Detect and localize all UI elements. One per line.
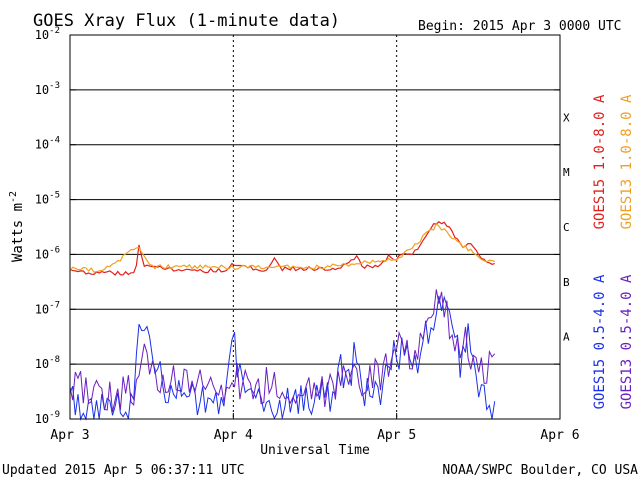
y-axis-label-text: Watts m bbox=[10, 203, 26, 262]
x-axis-label: Universal Time bbox=[260, 443, 370, 458]
y-tick-label: 10-7 bbox=[35, 300, 60, 316]
legend-entry: GOES15 1.0-8.0 A bbox=[592, 94, 608, 229]
legend-entry: GOES15 0.5-4.0 A bbox=[592, 274, 608, 409]
y-tick-label: 10-8 bbox=[35, 355, 60, 371]
y-tick-base: 10 bbox=[35, 302, 49, 316]
series-line bbox=[69, 289, 496, 413]
y-tick-label: 10-6 bbox=[35, 245, 60, 261]
y-tick-base: 10 bbox=[35, 28, 49, 42]
series-line bbox=[69, 221, 495, 276]
flare-class-label: M bbox=[563, 166, 570, 179]
legend-entry: GOES13 1.0-8.0 A bbox=[619, 94, 635, 229]
y-tick-exponent: -2 bbox=[49, 26, 60, 36]
y-tick-label: 10-2 bbox=[35, 26, 60, 42]
y-tick-label: 10-5 bbox=[35, 191, 60, 207]
grid-lines bbox=[70, 35, 560, 419]
y-tick-labels: 10-210-310-410-510-610-710-810-9 bbox=[35, 26, 560, 426]
legend: GOES15 1.0-8.0 A GOES13 1.0-8.0 A GOES15 0… bbox=[592, 94, 635, 409]
y-tick-exponent: -9 bbox=[49, 410, 60, 420]
flare-class-labels: X M C B A bbox=[563, 111, 570, 343]
y-axis-label: Watts m-2 bbox=[8, 191, 26, 262]
legend-entry: GOES13 0.5-4.0 A bbox=[619, 274, 635, 409]
y-tick-exponent: -4 bbox=[49, 136, 60, 146]
y-tick-label: 10-4 bbox=[35, 136, 60, 152]
y-tick-base: 10 bbox=[35, 247, 49, 261]
series-layer bbox=[69, 221, 496, 421]
flare-class-label: X bbox=[563, 111, 570, 124]
plot-frame bbox=[69, 34, 561, 420]
x-tick-label: Apr 3 bbox=[50, 428, 89, 443]
flare-class-label: C bbox=[563, 221, 570, 234]
y-tick-base: 10 bbox=[35, 357, 49, 371]
flare-class-label: B bbox=[563, 276, 570, 289]
y-tick-exponent: -5 bbox=[49, 191, 60, 201]
x-tick-label: Apr 4 bbox=[214, 428, 253, 443]
y-tick-base: 10 bbox=[35, 412, 49, 426]
y-tick-exponent: -3 bbox=[49, 81, 60, 91]
y-tick-exponent: -6 bbox=[49, 245, 60, 255]
y-tick-label: 10-3 bbox=[35, 81, 60, 97]
y-tick-label: 10-9 bbox=[35, 410, 60, 426]
y-tick-exponent: -7 bbox=[49, 300, 60, 310]
updated-text: Updated 2015 Apr 5 06:37:11 UTC bbox=[2, 463, 245, 478]
y-tick-base: 10 bbox=[35, 138, 49, 152]
series-line bbox=[69, 222, 495, 273]
x-tick-label: Apr 6 bbox=[540, 428, 579, 443]
flare-class-label: A bbox=[563, 331, 570, 344]
y-axis-label-exponent: -2 bbox=[8, 191, 19, 203]
source-text: NOAA/SWPC Boulder, CO USA bbox=[442, 463, 638, 478]
y-tick-exponent: -8 bbox=[49, 355, 60, 365]
y-tick-base: 10 bbox=[35, 193, 49, 207]
y-tick-base: 10 bbox=[35, 83, 49, 97]
x-tick-labels: Apr 3 Apr 4 Apr 5 Apr 6 bbox=[50, 413, 580, 443]
begin-label: Begin: 2015 Apr 3 0000 UTC bbox=[418, 19, 622, 34]
x-tick-label: Apr 5 bbox=[377, 428, 416, 443]
chart-title: GOES Xray Flux (1-minute data) bbox=[33, 11, 340, 31]
